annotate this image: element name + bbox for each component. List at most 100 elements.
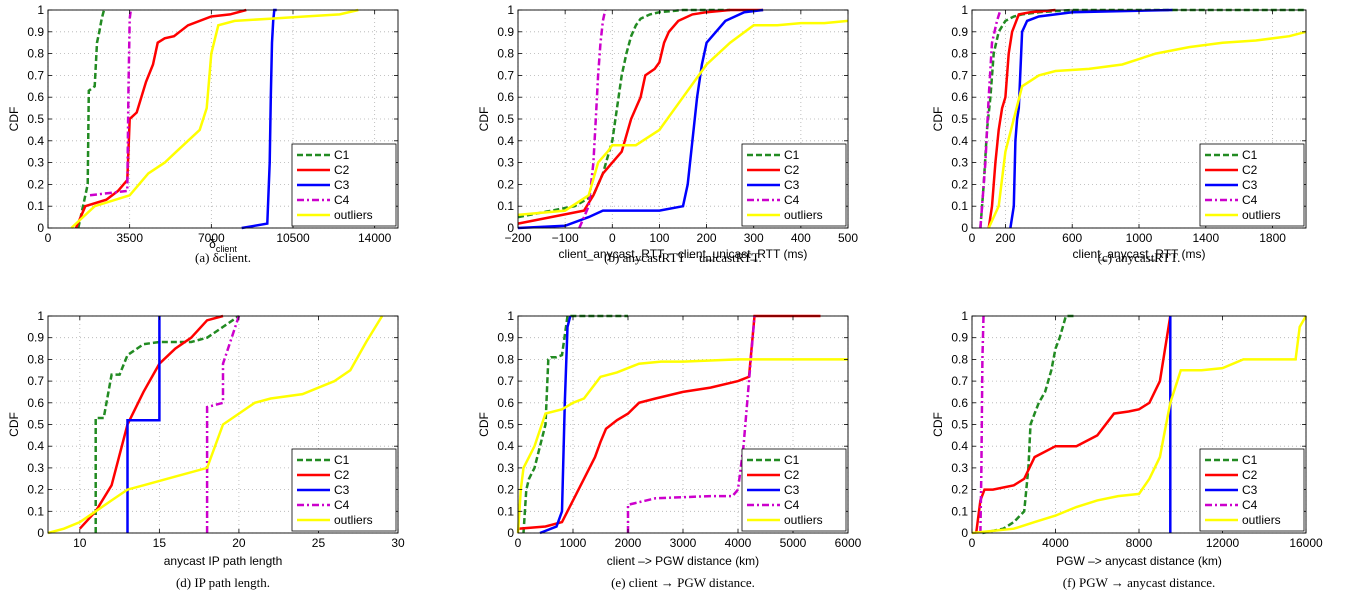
y-tick-label: 0.8 xyxy=(497,352,514,366)
x-axis-label: client –> PGW distance (km) xyxy=(607,554,759,568)
legend-label-outliers: outliers xyxy=(1242,208,1281,222)
y-tick-label: 0.1 xyxy=(951,504,968,518)
x-tick-label: 5000 xyxy=(780,536,807,550)
y-tick-label: 0.9 xyxy=(951,25,968,39)
legend-label-C3: C3 xyxy=(784,483,800,497)
y-tick-label: 0.3 xyxy=(951,156,968,170)
x-tick-label: 7000 xyxy=(198,231,225,245)
series-line-C4 xyxy=(979,315,985,534)
x-tick-label: 1400 xyxy=(1192,231,1219,245)
legend-label-outliers: outliers xyxy=(334,208,373,222)
x-tick-label: 4000 xyxy=(1042,536,1069,550)
legend-label-C4: C4 xyxy=(334,193,350,207)
y-tick-label: 0.8 xyxy=(27,47,44,61)
x-tick-label: 200 xyxy=(995,231,1015,245)
y-tick-label: 0.5 xyxy=(27,112,44,126)
x-tick-label: 1800 xyxy=(1259,231,1286,245)
x-axis-label: client_anycast_RTT (ms) xyxy=(1073,247,1206,261)
y-axis-label: CDF xyxy=(931,107,945,132)
y-tick-label: 0 xyxy=(507,221,514,235)
series-line-C1 xyxy=(522,314,628,534)
y-tick-label: 0.4 xyxy=(27,439,44,453)
y-tick-label: 0.8 xyxy=(951,352,968,366)
x-tick-label: 600 xyxy=(1062,231,1082,245)
y-tick-label: 0.2 xyxy=(951,177,968,191)
x-tick-label: 1000 xyxy=(560,536,587,550)
legend-label-C1: C1 xyxy=(334,148,350,162)
y-tick-label: 0.3 xyxy=(27,461,44,475)
legend-label-C2: C2 xyxy=(334,468,350,482)
y-tick-label: 0.2 xyxy=(951,483,968,497)
legend-label-C3: C3 xyxy=(334,178,350,192)
legend-label-C1: C1 xyxy=(1242,453,1258,467)
y-tick-label: 1 xyxy=(507,3,514,17)
legend-label-outliers: outliers xyxy=(784,208,823,222)
x-tick-label: 30 xyxy=(391,536,405,550)
x-axis-label: client_anycast_RTT − client_unicast_RTT … xyxy=(559,247,808,261)
x-tick-label: 0 xyxy=(45,231,52,245)
series-line-outliers xyxy=(70,8,359,229)
series-line-C2 xyxy=(517,314,821,530)
x-tick-label: 16000 xyxy=(1289,536,1323,550)
y-tick-label: 0.5 xyxy=(951,418,968,432)
y-tick-label: 0.6 xyxy=(497,396,514,410)
panel-caption: (d) IP path length. xyxy=(176,575,270,590)
series-line-C3 xyxy=(241,8,277,230)
series-line-outliers xyxy=(987,30,1307,229)
y-tick-label: 0.2 xyxy=(497,483,514,497)
y-tick-label: 0.9 xyxy=(497,331,514,345)
series-line-C2 xyxy=(974,315,1172,534)
x-tick-label: 3500 xyxy=(116,231,143,245)
x-tick-label: 0 xyxy=(969,536,976,550)
legend-label-C1: C1 xyxy=(784,453,800,467)
y-tick-label: 0.1 xyxy=(497,199,514,213)
y-tick-label: 0 xyxy=(37,526,44,540)
x-tick-label: 300 xyxy=(744,231,764,245)
chart-panel-2: −200 −100 0 100 200 300 400 500 0 0.1 0.2 0.3 0.4 0.5… xyxy=(477,3,858,265)
series-line-C3 xyxy=(126,316,161,533)
y-tick-label: 0.6 xyxy=(951,90,968,104)
chart-panel-6: 0 4000 8000 12000 16000 0 0.1 0.2 0.3 0.4 0.5 0.6 0.… xyxy=(931,309,1323,590)
x-axis-label: anycast IP path length xyxy=(164,554,283,568)
series-line-C2 xyxy=(78,314,224,530)
panel-caption: (b) anycastRTT − unicastRTT. xyxy=(604,250,762,265)
legend-label-C4: C4 xyxy=(784,193,800,207)
x-tick-label: 15 xyxy=(153,536,167,550)
chart-panel-1: 0 3500 7000 10500 14000 0 0.1 0.2 0.3 0.4 0.5 0.6 0.… xyxy=(7,3,399,265)
x-tick-label: 20 xyxy=(232,536,246,550)
x-tick-label: 12000 xyxy=(1206,536,1240,550)
y-tick-label: 0.7 xyxy=(27,374,44,388)
series-line-C1 xyxy=(94,314,240,533)
series-line-C2 xyxy=(987,8,1056,229)
y-tick-label: 1 xyxy=(507,309,514,323)
legend-label-C3: C3 xyxy=(784,178,800,192)
y-tick-label: 0.3 xyxy=(497,156,514,170)
y-tick-label: 0.6 xyxy=(27,396,44,410)
panel-caption: (c) anycastRTT. xyxy=(1098,250,1181,265)
series-line-outliers xyxy=(971,315,1308,535)
legend-label-C2: C2 xyxy=(784,468,800,482)
y-tick-label: 0.9 xyxy=(497,25,514,39)
series-line-C4 xyxy=(578,9,607,229)
legend-label-outliers: outliers xyxy=(334,513,373,527)
x-tick-label: 3000 xyxy=(670,536,697,550)
y-tick-label: 0.7 xyxy=(497,374,514,388)
x-axis-label: PGW –> anycast distance (km) xyxy=(1056,554,1222,568)
series-line-C3 xyxy=(539,315,572,535)
y-tick-label: 0.3 xyxy=(951,461,968,475)
y-tick-label: 1 xyxy=(37,3,44,17)
series-line-C1 xyxy=(77,9,106,229)
chart-panel-4: 10 15 20 25 30 0 0.1 0.2 0.3 0.4 0.5 0.6 0.7 0.8 0.9 1 C… xyxy=(7,309,405,590)
legend-label-C4: C4 xyxy=(1242,193,1258,207)
series-line-C2 xyxy=(74,8,247,229)
y-tick-label: 0.4 xyxy=(951,439,968,453)
series-line-C4 xyxy=(205,315,241,533)
series-line-C2 xyxy=(517,8,764,225)
x-tick-label: 14000 xyxy=(358,231,392,245)
legend-label-C2: C2 xyxy=(334,163,350,177)
